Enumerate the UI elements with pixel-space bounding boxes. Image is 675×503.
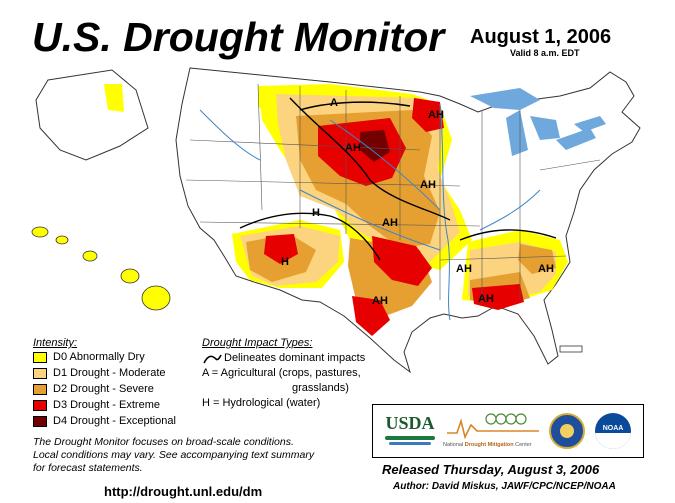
map-date: August 1, 2006 <box>470 26 612 48</box>
puerto-rico <box>559 345 583 353</box>
legend-label-d4: D4 Drought - Exceptional <box>53 415 176 427</box>
alaska <box>35 69 149 161</box>
d3-area-oklahoma <box>372 236 432 286</box>
great-lakes <box>470 88 606 156</box>
impact-line-delineates: Delineates dominant impacts <box>202 351 365 366</box>
impact-heading: Drought Impact Types: <box>202 337 313 349</box>
noaa-text: NOAA <box>602 425 624 432</box>
map-label-a-north: A <box>330 97 338 109</box>
legend-item-d4: D4 Drought - Exceptional <box>33 413 176 429</box>
legend-item-d1: D1 Drought - Moderate <box>33 365 176 381</box>
legend-label-d3: D3 Drought - Extreme <box>53 399 160 411</box>
impact-agricultural: A = Agricultural (crops, pastures, <box>202 367 361 379</box>
rivers <box>199 103 541 321</box>
d3-swatch <box>33 399 47 411</box>
noaa-logo: NOAA <box>595 413 631 449</box>
author-credit: Author: David Miskus, JAWF/CPC/NCEP/NOAA <box>393 481 616 492</box>
map-label-h-colorado: H <box>312 207 320 219</box>
impact-agricultural-cont: grasslands) <box>292 382 349 394</box>
d2-area-carolina <box>518 244 556 274</box>
legend-label-d1: D1 Drought - Moderate <box>53 367 166 379</box>
ndmc-text-a: National <box>443 442 464 448</box>
doc-seal-icon <box>549 413 585 449</box>
d4-area-dakota <box>360 130 390 162</box>
d3-area-texas-south <box>352 296 390 336</box>
website-url[interactable]: http://drought.unl.edu/dm <box>104 484 263 499</box>
ndmc-text-b: Drought Mitigation <box>464 442 514 448</box>
ndmc-logo: National Drought Mitigation Center <box>443 411 543 451</box>
alaska-d0 <box>104 84 124 112</box>
map-label-ah-texas: AH <box>372 295 388 307</box>
d0-swatch <box>33 351 47 363</box>
note-line-2: Local conditions may vary. See accompany… <box>33 449 315 461</box>
note-line-1: The Drought Monitor focuses on broad-sca… <box>33 436 294 448</box>
legend-item-d0: D0 Abnormally Dry <box>33 349 176 365</box>
impact-boundaries <box>239 97 557 261</box>
impact-line-label: Delineates dominant impacts <box>224 352 366 364</box>
ndmc-text-c: Center <box>515 442 532 448</box>
impact-hydrological: H = Hydrological (water) <box>202 397 321 409</box>
note-line-3: for forecast statements. <box>33 462 143 474</box>
legend-item-d3: D3 Drought - Extreme <box>33 397 176 413</box>
impact-line-icon <box>203 354 222 363</box>
valid-time: Valid 8 a.m. EDT <box>510 48 580 58</box>
map-label-ah-dakota: AH <box>345 142 361 154</box>
legend-heading: Intensity: <box>33 337 78 349</box>
map-label-ah-kansas: AH <box>382 217 398 229</box>
d4-swatch <box>33 415 47 427</box>
map-label-h-arizona: H <box>281 256 289 268</box>
agency-logos: USDA National Drought Mitigation Center … <box>372 404 644 458</box>
map-label-ah-iowa: AH <box>420 179 436 191</box>
legend-item-d2: D2 Drought - Severe <box>33 381 176 397</box>
disclaimer-note: The Drought Monitor focuses on broad-sca… <box>33 436 353 475</box>
release-date: Released Thursday, August 3, 2006 <box>382 462 600 477</box>
impact-legend: Drought Impact Types: Delineates dominan… <box>202 337 365 411</box>
map-label-ah-arkansas: AH <box>456 263 472 275</box>
d3-area-arizona <box>264 234 298 264</box>
page-title: U.S. Drought Monitor <box>32 14 445 60</box>
usda-logo: USDA <box>381 413 439 449</box>
d3-area-minnesota <box>412 98 444 132</box>
ndmc-graphic <box>447 413 539 440</box>
intensity-legend: Intensity: D0 Abnormally Dry D1 Drought … <box>33 337 176 429</box>
map-label-ah-carolina: AH <box>538 263 554 275</box>
d3-area-gulf <box>472 284 524 310</box>
d1-swatch <box>33 367 47 379</box>
map-label-ah-minnesota: AH <box>428 109 444 121</box>
map-label-ah-gulf: AH <box>478 293 494 305</box>
d2-swatch <box>33 383 47 395</box>
legend-label-d0: D0 Abnormally Dry <box>53 351 145 363</box>
legend-label-d2: D2 Drought - Severe <box>53 383 154 395</box>
hawaii <box>31 226 171 311</box>
